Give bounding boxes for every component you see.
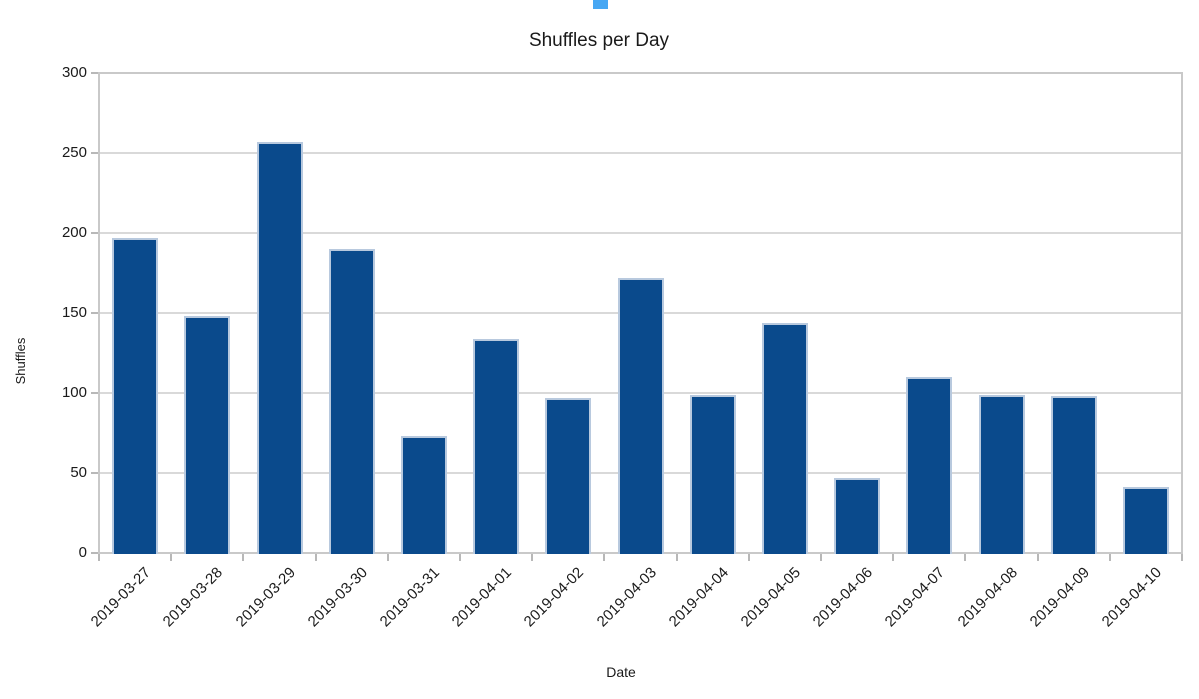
y-tick-mark [91,232,98,234]
y-tick-mark [91,312,98,314]
x-tick-mark [892,554,895,561]
x-tick-mark [1108,554,1111,561]
x-tick-label: 2019-03-28 [160,564,227,631]
y-tick-mark [91,72,98,74]
x-tick-mark [242,554,245,561]
y-tick-label: 0 [78,544,87,561]
x-tick-mark [675,554,678,561]
x-tick-label: 2019-04-01 [448,564,516,631]
chart-title: Shuffles per Day [528,30,670,51]
x-tick-mark [820,554,822,561]
x-tick-mark [386,554,389,561]
bar [328,249,375,554]
bar [906,377,953,554]
x-tick-label: 2019-03-30 [304,564,371,631]
y-tick-mark [91,152,98,154]
gridline [100,232,1181,234]
y-tick-label: 150 [61,304,87,321]
bar [761,322,808,554]
y-tick-label: 200 [61,224,87,241]
x-tick-mark [603,554,606,561]
y-tick-mark [91,472,98,474]
y-tick-mark [91,392,98,394]
x-axis-label: Date [606,664,636,680]
bar [1050,396,1097,554]
y-tick-label: 250 [61,144,87,161]
bar [834,477,881,554]
cursor-artifact [593,0,608,9]
y-tick-label: 100 [61,384,87,401]
x-tick-mark [1036,554,1039,561]
bar [473,338,520,554]
x-tick-label: 2019-03-29 [232,564,299,631]
y-axis-label: Shuffles [13,337,28,385]
bar [256,141,303,554]
x-tick-mark [1181,554,1183,561]
x-tick-label: 2019-04-05 [737,564,804,631]
x-tick-mark [747,554,750,561]
x-tick-mark [314,554,317,561]
gridline [100,152,1181,154]
x-tick-mark [170,554,173,561]
bar [184,316,231,554]
x-tick-label: 2019-04-07 [882,564,949,631]
y-tick-label: 50 [70,464,87,481]
bar [689,394,736,554]
x-tick-label: 2019-03-31 [376,564,443,631]
x-tick-label: 2019-03-27 [87,564,155,631]
x-tick-mark [98,554,100,561]
x-tick-mark [459,554,461,561]
x-tick-mark [531,554,534,561]
bar [1122,487,1169,554]
x-tick-label: 2019-04-10 [1098,564,1165,631]
bar [978,394,1025,554]
x-tick-label: 2019-04-08 [954,564,1021,631]
bar [112,237,159,554]
bar [617,277,664,554]
y-tick-label: 300 [61,64,87,81]
bar [400,436,447,554]
y-tick-mark [91,552,98,554]
bar [545,397,592,554]
x-tick-label: 2019-04-09 [1026,564,1093,631]
x-tick-mark [964,554,967,561]
x-tick-label: 2019-04-06 [809,564,877,631]
